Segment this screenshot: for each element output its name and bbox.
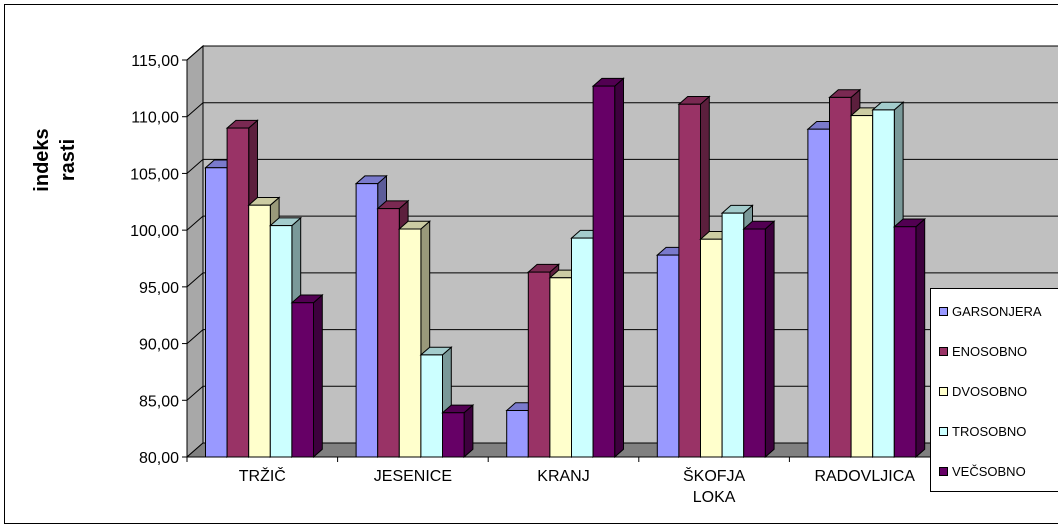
- bar: [850, 115, 874, 458]
- bar: [205, 167, 228, 458]
- y-tick-label: 95,00: [139, 280, 179, 297]
- y-axis-title: rasti: [57, 139, 79, 181]
- bar: [377, 208, 400, 458]
- bar: [442, 412, 465, 458]
- x-tick-label: RADOVLJICA: [814, 468, 915, 485]
- gridline-side: [186, 272, 204, 288]
- gridline-side: [186, 45, 204, 61]
- bar: [506, 409, 529, 458]
- y-tick-label: 100,00: [130, 223, 179, 240]
- legend-item: ENOSOBNO: [939, 341, 1027, 361]
- y-tick-label: 110,00: [131, 110, 179, 127]
- legend-swatch: [939, 386, 948, 396]
- bar: [829, 96, 852, 458]
- bar: [807, 128, 831, 458]
- legend-label: DVOSOBNO: [952, 383, 1028, 399]
- legend-item: TROSOBNO: [939, 421, 1026, 441]
- legend-swatch: [939, 346, 948, 356]
- legend-label: VEČSOBNO: [952, 463, 1026, 479]
- x-tick-label: LOKA: [693, 489, 736, 506]
- y-tick-label: 90,00: [139, 337, 179, 354]
- legend-item: GARSONJERA: [939, 301, 1042, 321]
- gridline-side: [186, 385, 204, 401]
- legend-label: ENOSOBNO: [952, 343, 1028, 359]
- bar: [355, 183, 379, 458]
- bar: [872, 109, 895, 458]
- bar: [549, 277, 573, 458]
- bar-side: [463, 403, 474, 459]
- y-tick-label: 115,00: [131, 53, 179, 70]
- gridline-side: [186, 329, 204, 344]
- bar: [226, 127, 250, 458]
- legend-label: TROSOBNO: [952, 423, 1027, 439]
- legend-swatch: [939, 466, 948, 476]
- bar: [248, 204, 271, 458]
- gridline-side: [186, 215, 204, 231]
- gridline-side: [186, 159, 204, 174]
- bar: [269, 225, 293, 458]
- bar: [678, 103, 702, 458]
- bar: [721, 212, 745, 458]
- bar: [527, 271, 551, 458]
- legend-label: GARSONJERA: [952, 303, 1042, 319]
- bar: [291, 302, 314, 458]
- x-tick-label: ŠKOFJA: [683, 466, 746, 485]
- y-tick-label: 105,00: [130, 166, 179, 183]
- legend-swatch: [939, 426, 948, 436]
- y-tick-label: 85,00: [139, 393, 179, 410]
- legend-item: DVOSOBNO: [939, 381, 1027, 401]
- bar: [656, 254, 680, 458]
- bar-side: [764, 220, 775, 459]
- bar: [893, 226, 917, 458]
- bar: [398, 228, 422, 458]
- plot-side-wall: [186, 44, 204, 459]
- legend-swatch: [939, 306, 948, 316]
- bar-side: [614, 77, 624, 459]
- legend: GARSONJERA ENOSOBNO DVOSOBNO TROSOBNO VEČSOB…: [930, 288, 1058, 492]
- y-axis-title: indeks: [31, 128, 53, 191]
- bar: [743, 228, 766, 458]
- bar: [700, 238, 723, 458]
- bar: [571, 237, 594, 458]
- x-tick-label: TRŽIČ: [239, 466, 286, 485]
- gridline-side: [186, 102, 204, 118]
- bar: [592, 85, 616, 458]
- legend-item: VEČSOBNO: [939, 461, 1026, 481]
- x-tick-label: KRANJ: [537, 468, 589, 485]
- bar: [420, 354, 443, 458]
- y-tick-label: 80,00: [139, 450, 179, 467]
- bar-side: [313, 293, 323, 459]
- x-tick-label: JESENICE: [374, 468, 452, 485]
- bar-side: [915, 217, 926, 459]
